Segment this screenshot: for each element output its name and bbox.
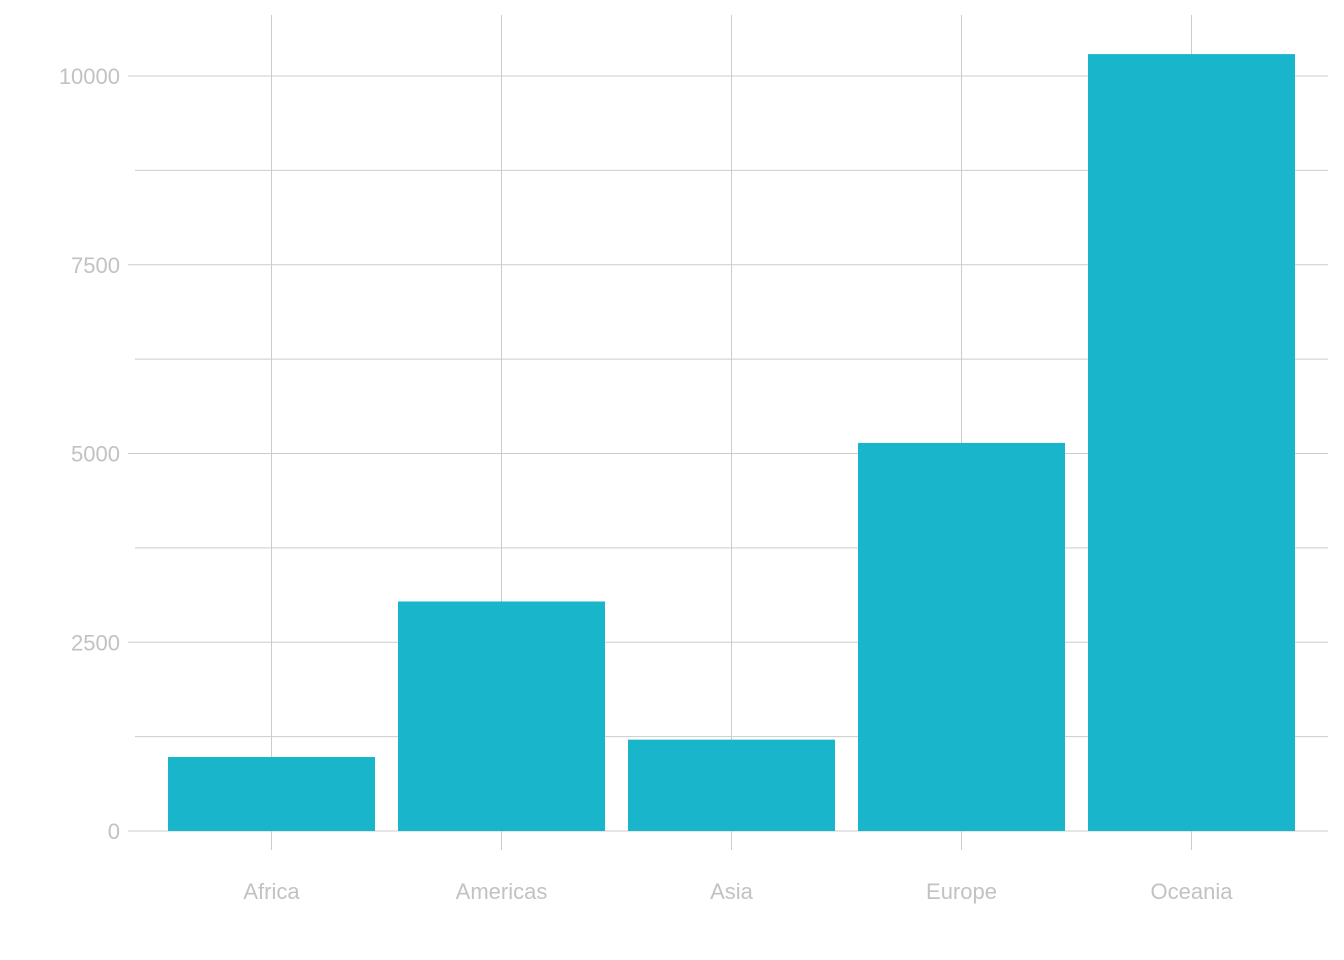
bars: [168, 54, 1295, 832]
x-tick-label: Americas: [456, 879, 548, 904]
x-axis-tick-labels: Africa Americas Asia Europe Oceania: [243, 879, 1233, 904]
bar-oceania: [1088, 54, 1295, 832]
x-tick-label: Oceania: [1151, 879, 1234, 904]
y-tick-label: 7500: [71, 253, 120, 278]
y-tick-label: 5000: [71, 442, 120, 467]
x-tick-label: Africa: [243, 879, 300, 904]
y-tick-label: 2500: [71, 630, 120, 655]
bar-americas: [398, 601, 605, 831]
y-tick-label: 0: [108, 819, 120, 844]
bar-europe: [858, 442, 1065, 831]
bar-asia: [628, 739, 835, 831]
x-tick-label: Asia: [710, 879, 754, 904]
y-tick-label: 10000: [59, 64, 120, 89]
bar-africa: [168, 757, 375, 831]
x-tick-label: Europe: [926, 879, 997, 904]
y-axis-tick-labels: 0 2500 5000 7500 10000: [59, 64, 120, 844]
